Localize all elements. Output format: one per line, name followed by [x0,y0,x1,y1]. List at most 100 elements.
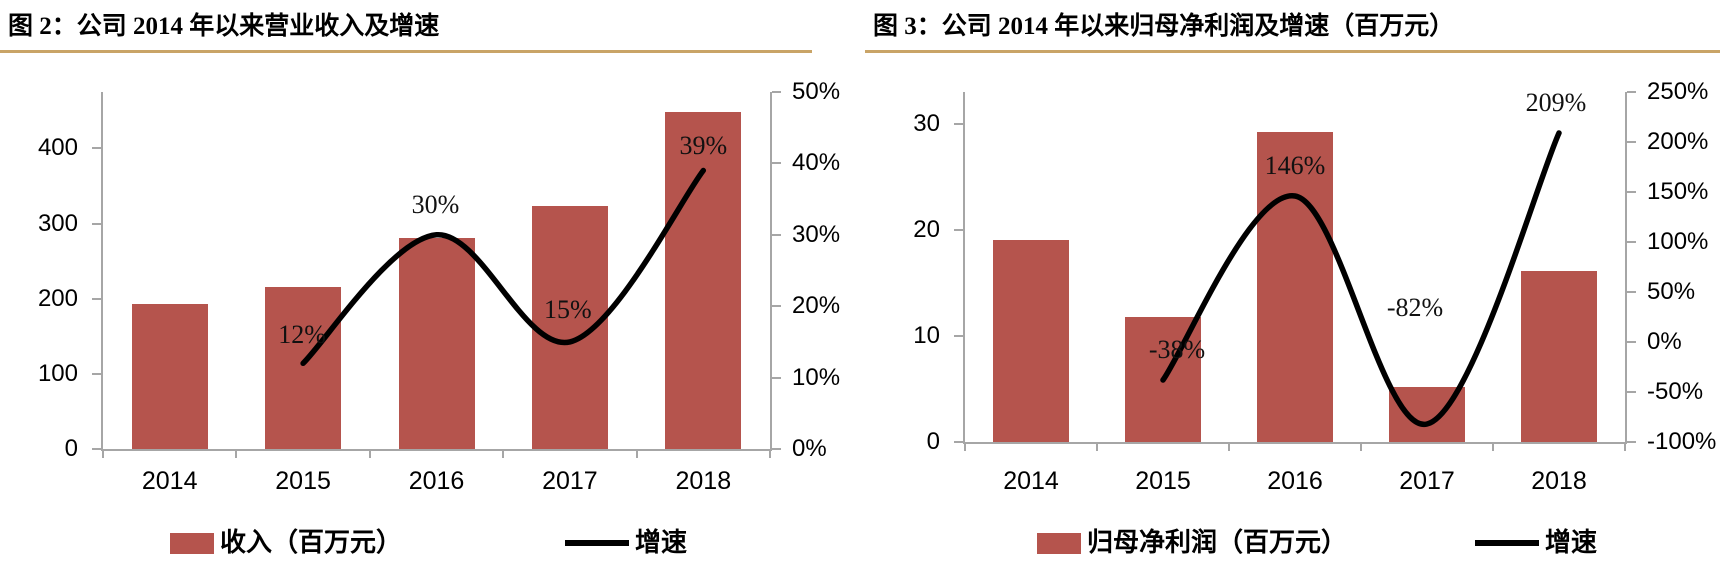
legend-label: 归母净利润（百万元） [1087,528,1348,557]
right-axis-tick-label: 50% [1647,278,1696,305]
category-label: 2014 [141,467,198,495]
right-axis-tick-label: 30% [792,220,841,248]
left-axis-tick-mark [92,372,101,375]
category-label: 2015 [275,467,331,495]
left-axis-tick-label: 300 [37,209,78,237]
line-point-label: 209% [1525,88,1587,117]
category-label: 2017 [1399,467,1455,495]
category-label: 2014 [1003,467,1059,495]
category-axis-tick-mark [102,451,104,458]
legend-bar-swatch [170,532,214,554]
category-label: 2017 [542,467,598,495]
category-axis-tick-mark [1624,444,1626,451]
right-axis-tick-label: 200% [1647,128,1709,155]
bar-2016 [398,237,475,449]
right-axis-tick-mark [772,233,781,236]
legend-label: 增速 [1545,528,1598,557]
right-axis-tick-mark [1627,141,1636,143]
left-axis-tick-mark [92,222,101,225]
category-axis-tick-mark [368,451,371,458]
right-axis-tick-mark [772,91,781,93]
right-axis-tick-label: 250% [1647,78,1709,105]
right-axis-tick-mark [772,305,781,308]
right-axis-tick-mark [772,376,781,379]
line-point-label: 39% [679,130,728,160]
right-axis-tick-mark [1627,441,1636,443]
left-axis-tick-mark [954,228,963,231]
left-axis-tick-mark [92,448,101,450]
growth-line [300,167,707,367]
category-axis-tick-mark [235,451,238,458]
left-axis-tick-mark [954,334,963,337]
category-label: 2016 [408,467,465,495]
figure-2-chart: 0 100 200 300 400 0% 10% 20% 30% 40% 50% 12% 30% 15% 3… [0,53,845,580]
right-axis-tick-label: 100% [1647,228,1709,255]
left-axis-tick-label: 200 [37,284,78,312]
legend-item-bar: 归母净利润（百万元） [1037,527,1347,559]
figure-3-title-rule [865,50,1720,53]
left-axis-tick-label: 100 [37,359,78,387]
left-axis-tick-mark [954,122,963,125]
category-axis-tick-mark [502,451,505,458]
line-point-label: -82% [1386,293,1444,322]
category-axis-tick-mark [635,451,638,458]
right-axis-tick-mark [772,448,781,450]
right-axis-tick-label: 0% [1647,328,1682,355]
right-axis-tick-label: 0% [792,435,827,462]
category-axis-tick-mark [1492,444,1494,451]
figure-3-title: 图 3：公司 2014 年以来归母净利润及增速（百万元） [873,13,1455,40]
bar-2014 [993,240,1069,442]
right-axis-tick-label: 40% [792,149,841,177]
bar-2016 [1257,132,1333,442]
right-axis-tick-mark [1627,91,1636,93]
left-axis-tick-mark [92,147,101,150]
figure-2-panel: 图 2：公司 2014 年以来营业收入及增速 0 100 200 300 400 0% 10… [0,0,845,580]
left-axis-tick-mark [954,441,963,443]
left-axis-tick-label: 0 [64,435,78,462]
line-point-label: 146% [1264,151,1326,180]
growth-line-path [1160,130,1562,427]
plot-area [101,92,772,451]
right-axis-tick-label: 20% [792,292,841,320]
category-axis-tick-mark [1096,444,1098,451]
legend-item-line: 增速 [1475,527,1597,559]
category-axis-tick-mark [1360,444,1362,451]
figure-2-title-rule [0,50,812,53]
right-axis-tick-mark [1627,341,1636,343]
bar-2018 [1521,271,1597,442]
right-axis-tick-mark [1627,291,1636,293]
left-axis-tick-label: 10 [913,321,940,349]
line-point-label: 15% [544,294,592,324]
category-label: 2018 [675,467,732,495]
left-axis-tick-mark [92,297,101,300]
category-label: 2018 [1531,467,1587,495]
legend-label: 收入（百万元） [220,528,403,557]
right-axis-tick-mark [772,162,781,165]
growth-line-path [300,167,707,367]
legend-item-line: 增速 [565,527,687,559]
line-point-label: -38% [1148,335,1206,364]
category-label: 2016 [1267,467,1323,495]
figure-3-chart: 0 10 20 30 -100% -50% 0% 50% 100% 150% 200% 250% -38… [865,53,1730,580]
line-point-label: 12% [278,320,326,350]
right-axis-tick-label: -50% [1647,378,1704,405]
left-axis-tick-label: 30 [913,109,940,137]
bar-2014 [131,303,208,449]
right-axis-tick-mark [1627,191,1636,193]
category-axis-tick-mark [964,444,966,451]
right-axis-tick-mark [1627,241,1636,243]
left-axis-tick-label: 0 [926,428,940,455]
right-axis-tick-mark [1627,391,1636,393]
plot-area [963,92,1627,444]
bar-2015 [265,286,342,449]
category-axis-tick-mark [1228,444,1230,451]
category-label: 2015 [1135,467,1191,495]
right-axis-tick-label: -100% [1647,428,1717,455]
category-axis-tick-mark [769,451,771,458]
right-axis-tick-label: 50% [792,78,841,105]
figure-3-panel: 图 3：公司 2014 年以来归母净利润及增速（百万元） 0 10 20 30 -100… [865,0,1730,580]
legend-bar-swatch [1037,532,1081,554]
right-axis-tick-label: 150% [1647,178,1709,205]
figure-2-title: 图 2：公司 2014 年以来营业收入及增速 [8,13,440,40]
